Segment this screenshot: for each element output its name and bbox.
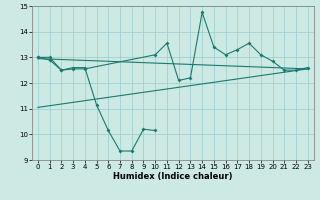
X-axis label: Humidex (Indice chaleur): Humidex (Indice chaleur): [113, 172, 233, 181]
